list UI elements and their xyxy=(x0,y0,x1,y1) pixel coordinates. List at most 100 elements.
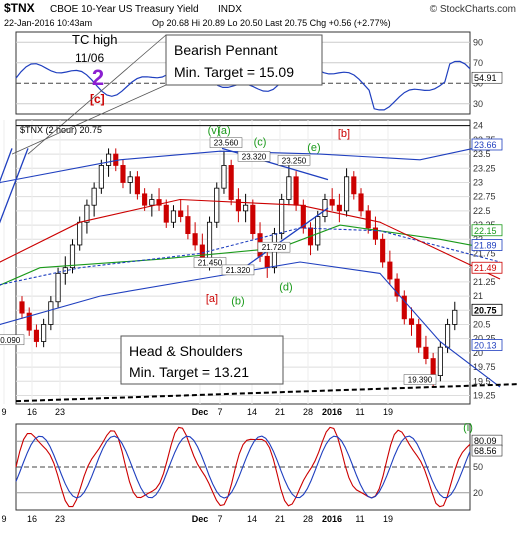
main-tick-label: 23.5 xyxy=(473,149,491,159)
wave-label: (v) xyxy=(208,125,221,137)
candle-body xyxy=(41,324,47,342)
right-axis-value-box xyxy=(471,339,503,351)
rsi-tick-label: 90 xyxy=(473,37,483,47)
right-axis-value: 21.89 xyxy=(474,241,497,251)
candle-body xyxy=(329,199,335,206)
main-x-tick-label: Dec xyxy=(192,407,209,417)
stochastic-panel: 20508080.0968.56(i)26Nov91623Dec71421282… xyxy=(1,422,503,524)
candle-body xyxy=(380,238,386,263)
candle-body xyxy=(178,210,184,217)
candle-body xyxy=(142,193,148,206)
candle-body xyxy=(423,346,429,359)
candle-body xyxy=(91,187,97,206)
wave-label: (a) xyxy=(217,125,230,137)
price-label-box xyxy=(237,151,271,162)
wave-label: [b] xyxy=(338,128,350,140)
candle-body xyxy=(19,301,25,314)
stoch-value: 68.56 xyxy=(474,446,497,456)
pennant-lower-trendline xyxy=(235,207,329,274)
right-axis-value: 23.66 xyxy=(474,140,497,150)
main-tick-label: 20 xyxy=(473,348,483,358)
rsi-annotation: TC high xyxy=(72,32,118,47)
candle-body xyxy=(452,309,458,325)
candle-body xyxy=(336,204,342,212)
main-x-tick-label: 21 xyxy=(275,407,285,417)
candle-body xyxy=(55,272,61,303)
price-label: 23.250 xyxy=(282,156,307,165)
instrument-name: CBOE 10-Year US Treasury Yield xyxy=(50,4,199,15)
wave-label: (c) xyxy=(254,137,267,149)
candle-body xyxy=(264,255,270,269)
price-label: 23.560 xyxy=(214,139,239,148)
right-axis-value: 20.75 xyxy=(474,305,497,315)
stoch-x-tick-label: 11 xyxy=(355,514,364,524)
stoch-value: 80.09 xyxy=(474,436,497,446)
main-tick-label: 21.75 xyxy=(473,248,496,258)
head-shoulders-target: Min. Target = 13.21 xyxy=(129,364,249,380)
price-label-box xyxy=(257,241,291,253)
rsi-last-value-box xyxy=(471,71,503,84)
stoch-x-tick-label: 2016 xyxy=(322,514,342,524)
right-axis-value-box xyxy=(471,239,503,251)
neckline xyxy=(15,383,519,403)
candle-body xyxy=(221,165,227,189)
candle-body xyxy=(105,153,112,166)
candle-body xyxy=(206,221,213,263)
right-axis-value-box xyxy=(471,261,503,274)
candle-body xyxy=(235,199,241,212)
wave-label: (i) xyxy=(463,422,473,434)
pennant-callout-line xyxy=(27,34,167,155)
price-label: 23.320 xyxy=(242,152,267,161)
head-shoulders-annotation: Head & Shoulders Min. Target = 13.21 xyxy=(120,335,284,385)
candle-body xyxy=(120,165,126,183)
main-x-tick-label: 2016 xyxy=(322,407,342,417)
candle-body xyxy=(163,204,169,223)
candle-body xyxy=(149,199,155,206)
candle-body xyxy=(344,176,350,212)
price-label-box xyxy=(0,334,25,346)
main-tick-label: 23 xyxy=(473,177,483,187)
candle-body xyxy=(77,221,83,246)
candle-body xyxy=(408,318,415,325)
candle-body xyxy=(98,165,104,189)
candle-body xyxy=(300,204,306,229)
main-x-tick-label: 23 xyxy=(55,407,65,417)
rsi-annotation: 11/06 xyxy=(75,51,104,65)
candle-body xyxy=(279,199,285,235)
main-x-tick-label: 7 xyxy=(217,407,222,417)
main-tick-label: 20.5 xyxy=(473,319,491,329)
rsi-annotation: 2 xyxy=(92,65,104,90)
price-label-box xyxy=(403,374,437,385)
right-axis-value-box xyxy=(471,224,503,237)
main-x-tick-label: 19 xyxy=(383,407,393,417)
main-x-tick-label: 16 xyxy=(27,407,37,417)
rsi-tick-label: 70 xyxy=(473,58,483,68)
wave-label: (b) xyxy=(231,296,244,308)
stoch-value-box xyxy=(471,444,503,457)
candle-body xyxy=(351,176,357,195)
right-axis-value: 20.13 xyxy=(474,340,497,350)
main-tick-label: 21 xyxy=(473,291,483,301)
candle-body xyxy=(170,210,177,223)
candle-body xyxy=(156,199,162,206)
price-label: 21.320 xyxy=(226,266,251,275)
candle-body xyxy=(416,324,422,348)
candle-body xyxy=(430,358,436,376)
stoch-x-tick-label: 14 xyxy=(247,514,257,524)
stoch-tick-label: 50 xyxy=(473,462,483,472)
main-tick-label: 24 xyxy=(473,121,483,131)
bollinger-upper xyxy=(0,142,501,184)
candle-body xyxy=(48,301,54,325)
stoch-x-tick-label: 16 xyxy=(27,514,37,524)
candle-body xyxy=(372,227,379,240)
main-tick-label: 19.5 xyxy=(473,376,491,386)
main-tick-label: 19.75 xyxy=(473,362,496,372)
exchange-label: INDX xyxy=(218,4,242,15)
candle-body xyxy=(250,204,256,234)
candle-body xyxy=(33,329,39,342)
stoch-k-line xyxy=(15,426,471,508)
candle-body xyxy=(127,176,133,183)
stoch-x-tick-label: 7 xyxy=(217,514,222,524)
rally-channel-lower xyxy=(0,148,29,224)
